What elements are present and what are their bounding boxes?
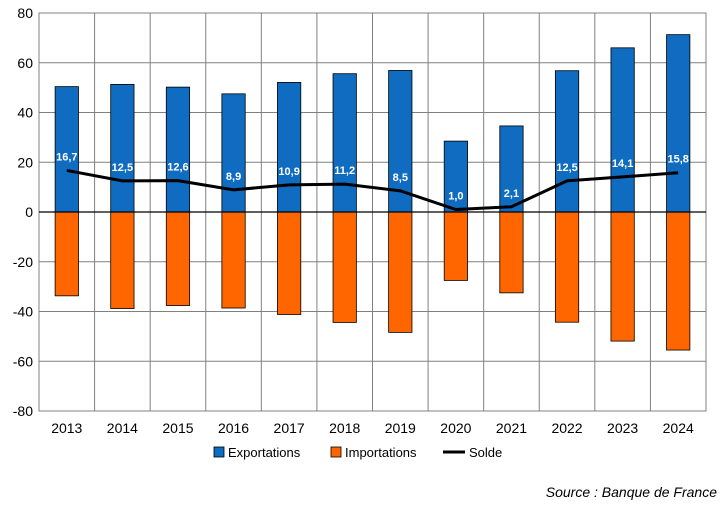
export-bar <box>332 73 357 213</box>
balance-data-label: 2,1 <box>504 188 519 200</box>
y-tick-label: -40 <box>13 304 33 320</box>
x-tick-label: 2017 <box>274 420 305 436</box>
balance-data-label: 10,9 <box>278 166 299 178</box>
y-tick-label: -20 <box>13 254 33 270</box>
x-tick-label: 2018 <box>329 420 360 436</box>
x-tick-label: 2019 <box>385 420 416 436</box>
x-tick-label: 2020 <box>440 420 471 436</box>
export-bar <box>54 86 79 213</box>
import-bar <box>277 211 302 315</box>
import-bar <box>110 211 135 309</box>
x-tick-label: 2023 <box>607 420 638 436</box>
export-bar <box>110 83 135 213</box>
balance-data-label: 8,5 <box>393 172 408 184</box>
export-bar <box>666 34 691 213</box>
legend-label: Importations <box>345 445 417 460</box>
x-tick-label: 2024 <box>663 420 694 436</box>
y-axis-ticks: 80 60 40 20 0 -20 -40 -60 -80 <box>13 5 33 419</box>
import-bar <box>388 211 413 333</box>
x-tick-label: 2022 <box>551 420 582 436</box>
x-tick-label: 2014 <box>107 420 138 436</box>
x-tick-label: 2016 <box>218 420 249 436</box>
legend: Exportations Importations Solde <box>213 445 502 460</box>
import-bar <box>666 211 691 351</box>
import-bar <box>554 211 580 323</box>
x-tick-label: 2015 <box>162 420 193 436</box>
import-bar <box>443 211 468 281</box>
export-bar <box>277 82 302 213</box>
import-bar <box>54 211 79 297</box>
export-bar <box>610 47 635 213</box>
y-tick-label: 40 <box>17 105 33 121</box>
balance-data-label: 11,2 <box>334 165 355 177</box>
legend-swatch <box>330 446 342 458</box>
y-tick-label: 60 <box>17 55 33 71</box>
balance-data-label: 8,9 <box>226 171 241 183</box>
x-tick-label: 2013 <box>51 420 82 436</box>
balance-data-label: 16,7 <box>56 151 77 163</box>
data-labels: 16,7 12,5 12,6 8,9 10,9 11,2 8,5 1,0 2,1 12,5 14,1… <box>56 151 689 202</box>
legend-label: Solde <box>469 445 502 460</box>
balance-data-label: 12,5 <box>112 162 133 174</box>
export-bar <box>554 70 580 213</box>
export-bar <box>165 86 191 213</box>
x-tick-label: 2021 <box>496 420 527 436</box>
legend-label: Exportations <box>228 445 301 460</box>
balance-data-label: 1,0 <box>448 191 463 203</box>
balance-data-label: 14,1 <box>612 158 633 170</box>
import-bar <box>165 211 191 306</box>
balance-data-label: 15,8 <box>667 154 688 166</box>
import-bar <box>499 211 524 294</box>
x-axis-ticks: 2013 2014 2015 2016 2017 2018 2019 2020 2021 2022… <box>51 420 694 436</box>
export-bar <box>221 93 246 213</box>
balance-data-label: 12,5 <box>556 162 577 174</box>
source-note: Source : Banque de France <box>545 484 717 500</box>
legend-swatch <box>213 446 225 458</box>
balance-line-path <box>66 168 679 212</box>
y-tick-label: -80 <box>13 403 33 419</box>
y-tick-label: 0 <box>25 204 33 220</box>
chart: 16,7 12,5 12,6 8,9 10,9 11,2 8,5 1,0 2,1 12,5 14,1… <box>13 5 707 460</box>
balance-data-label: 12,6 <box>167 162 188 174</box>
y-tick-label: -60 <box>13 353 33 369</box>
import-bar <box>610 211 635 342</box>
balance-line <box>66 168 679 212</box>
y-tick-label: 20 <box>17 154 33 170</box>
import-bar <box>221 211 246 309</box>
y-tick-label: 80 <box>17 5 33 21</box>
import-bar <box>332 211 357 323</box>
